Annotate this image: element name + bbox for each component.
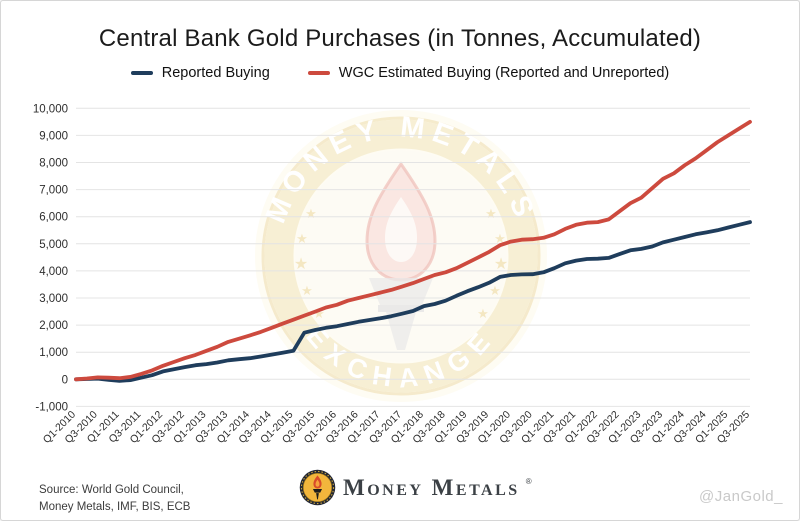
y-axis-tick-label: 4,000 — [39, 266, 68, 278]
svg-text:★: ★ — [313, 306, 325, 321]
legend-label-reported: Reported Buying — [161, 65, 270, 81]
legend-label-wgc-estimated: WGC Estimated Buying (Reported and Unrep… — [338, 65, 670, 81]
svg-text:★: ★ — [494, 231, 506, 246]
twitter-handle: @JanGold_ — [699, 488, 783, 505]
watermark-band — [264, 119, 538, 393]
money-metals-logo: Money Metals ® — [299, 469, 533, 506]
y-axis-tick-label: 8,000 — [39, 158, 68, 170]
y-axis-tick-label: 10,000 — [33, 103, 68, 115]
y-axis-tick-label: 6,000 — [39, 212, 68, 224]
svg-text:★: ★ — [296, 231, 308, 246]
chart-title: Central Bank Gold Purchases (in Tonnes, … — [98, 25, 702, 52]
svg-text:★: ★ — [477, 306, 489, 321]
y-axis-tick-label: 7,000 — [39, 185, 68, 197]
money-metals-badge-icon — [299, 469, 336, 506]
y-axis-tick-label: 3,000 — [39, 293, 68, 305]
y-axis-tick-label: 0 — [62, 374, 68, 386]
y-axis-tick-label: -1,000 — [35, 401, 68, 413]
y-axis-tick-label: 1,000 — [39, 347, 68, 359]
series-line-wgc-estimated — [74, 120, 752, 382]
svg-text:★: ★ — [301, 283, 313, 298]
svg-text:★: ★ — [494, 256, 508, 273]
source-line-1: Source: World Gold Council, — [39, 484, 184, 496]
legend: Reported Buying WGC Estimated Buying (Re… — [1, 65, 799, 81]
legend-swatch-wgc-estimated — [307, 71, 330, 75]
y-axis-tick-label: 9,000 — [39, 130, 68, 142]
svg-text:★: ★ — [305, 206, 317, 221]
money-metals-watermark-seal: MONEY METALS EXCHANGE ★★ ★ ★★ ★★ ★ ★★ — [255, 110, 547, 402]
legend-item-reported: Reported Buying — [130, 65, 270, 81]
svg-text:★: ★ — [485, 206, 497, 221]
source-line-2: Money Metals, IMF, BIS, ECB — [39, 501, 191, 514]
svg-text:★: ★ — [489, 283, 501, 298]
series-line-reported — [74, 220, 752, 383]
registered-mark: ® — [525, 477, 532, 486]
legend-swatch-reported — [130, 71, 153, 75]
svg-text:★: ★ — [294, 256, 308, 273]
watermark-stars: ★★ ★ ★★ ★★ ★ ★★ — [294, 206, 508, 321]
brand-wordmark: Money Metals — [343, 475, 520, 500]
watermark-outer-ring — [261, 116, 541, 396]
legend-item-wgc-estimated: WGC Estimated Buying (Reported and Unrep… — [307, 65, 670, 81]
source-note: Source: World Gold Council, Money Metals… — [39, 482, 190, 517]
y-axis-tick-label: 5,000 — [39, 239, 68, 251]
y-axis-tick-label: 2,000 — [39, 320, 68, 332]
